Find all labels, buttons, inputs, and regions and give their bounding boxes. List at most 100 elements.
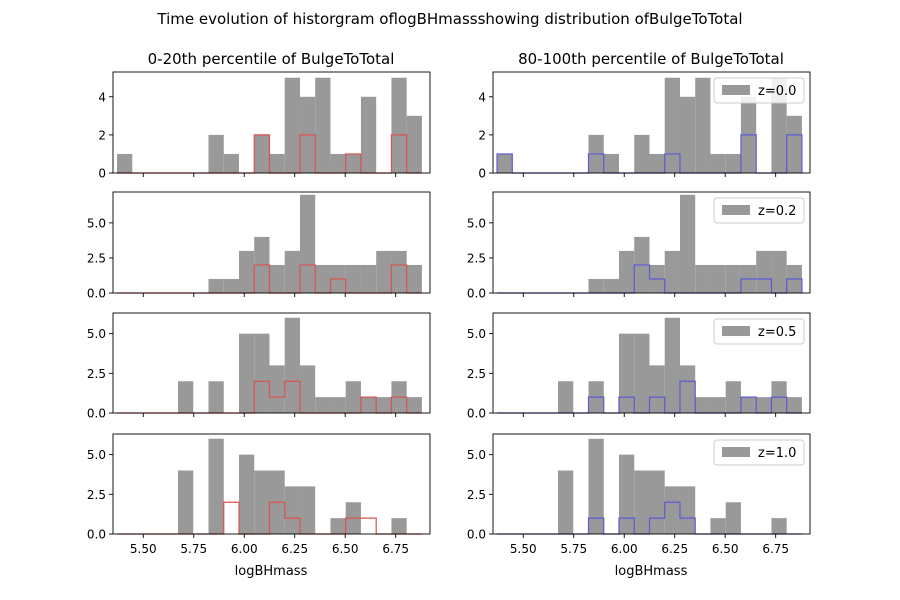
histogram-bar [725,381,741,413]
step-histogram-outline [117,501,422,535]
histogram-bar [618,250,635,293]
histogram-bar [649,153,665,173]
y-tick-label: 4 [478,90,486,104]
y-tick-label: 0 [478,167,486,181]
axes-frame [112,312,431,414]
histogram-bar [603,153,619,173]
histogram-bar [786,115,802,173]
histogram-bar [649,470,665,534]
histogram-bar [618,454,635,534]
y-tick-label: 2.5 [467,488,486,502]
histogram-bar [710,397,726,413]
legend-box [713,77,805,104]
legend-swatch [722,326,750,336]
histogram-bar [664,317,680,413]
y-tick-label: 5.0 [87,216,106,230]
histogram-bar [284,317,300,413]
histogram-bar [771,250,787,293]
axes-frame [492,433,811,535]
axes-frame [112,433,431,535]
x-tick-label: 6.50 [332,542,359,556]
histogram-bar [360,397,377,413]
y-tick-label: 0.0 [467,287,486,301]
histogram-bar [254,134,270,173]
legend-label: z=0.5 [758,325,796,340]
histogram-bar [330,153,346,173]
left-column-title: 0-20th percentile of BulgeToTotal [148,50,395,68]
histogram-bar [284,250,300,293]
histogram-bar [756,397,772,413]
histogram-bar [330,518,346,534]
figure-title: Time evolution of historgram oflogBHmass… [156,10,742,28]
histogram-bar [376,397,392,413]
y-tick-label: 5.0 [467,448,486,462]
histogram-bar [345,153,361,173]
histogram-bar [771,518,787,534]
axes-frame [492,71,811,174]
histogram-bar [345,264,361,293]
histogram-bar [756,250,772,293]
histogram-bar [603,278,619,293]
histogram-bar [695,397,711,413]
axes-frame [112,71,431,174]
legend-box [713,318,805,345]
histogram-bar [725,264,741,293]
x-tick-label: 5.50 [510,542,537,556]
histogram-bar [558,470,574,534]
y-tick-label: 5.0 [467,327,486,341]
histogram-bar [406,264,422,293]
left-x-axis-label: logBHmass [235,564,308,579]
y-tick-label: 2.5 [87,251,106,265]
histogram-bar [710,153,726,173]
y-tick-label: 2 [478,128,486,142]
histogram-bar [208,381,224,413]
legend-swatch [722,447,750,457]
y-tick-label: 2.5 [87,488,106,502]
histogram-bar [664,486,680,534]
histogram-bar [725,153,741,173]
histogram-bar [269,365,285,413]
histogram-bar [634,333,650,413]
histogram-bar [315,77,331,173]
histogram-bar [299,194,316,293]
x-tick-label: 6.00 [611,542,638,556]
histogram-bar [360,264,377,293]
histogram-bar [223,153,239,173]
histogram-bar [178,381,194,413]
histogram-bar [391,518,407,534]
histogram-bar [695,264,711,293]
y-tick-label: 2.5 [87,367,106,381]
histogram-bar [618,333,635,413]
x-tick-label: 5.75 [180,542,207,556]
histogram-bar [588,278,604,293]
x-tick-label: 6.75 [762,542,789,556]
y-tick-label: 0 [98,167,106,181]
histogram-bar [634,470,650,534]
right-column-title: 80-100th percentile of BulgeToTotal [518,50,784,68]
histogram-bar [634,134,650,173]
histogram-bar [786,397,802,413]
panels: 0 2 4 0 2 4 z=0.0 0.0 2.5 5.0 0.0 2.5 5.0 z=0.2 0.0 2.5… [87,71,811,556]
histogram-bar [679,96,696,173]
legend-box [713,439,805,466]
y-tick-label: 0.0 [87,287,106,301]
legend-swatch [722,85,750,95]
x-tick-label: 6.25 [281,542,308,556]
y-tick-label: 4 [98,90,106,104]
histogram-bar [284,77,300,173]
y-tick-label: 0.0 [87,528,106,542]
histogram-bar [360,96,377,173]
legend-swatch [722,205,750,215]
histogram-bar [391,250,407,293]
histogram-bar [299,365,316,413]
histogram-bar [269,264,285,293]
histogram-bar [315,397,331,413]
x-tick-label: 5.75 [560,542,587,556]
histogram-bar [406,397,422,413]
histogram-bar [406,115,422,173]
histogram-bar [588,438,604,534]
histogram-bar [497,153,513,173]
x-tick-label: 5.50 [130,542,157,556]
